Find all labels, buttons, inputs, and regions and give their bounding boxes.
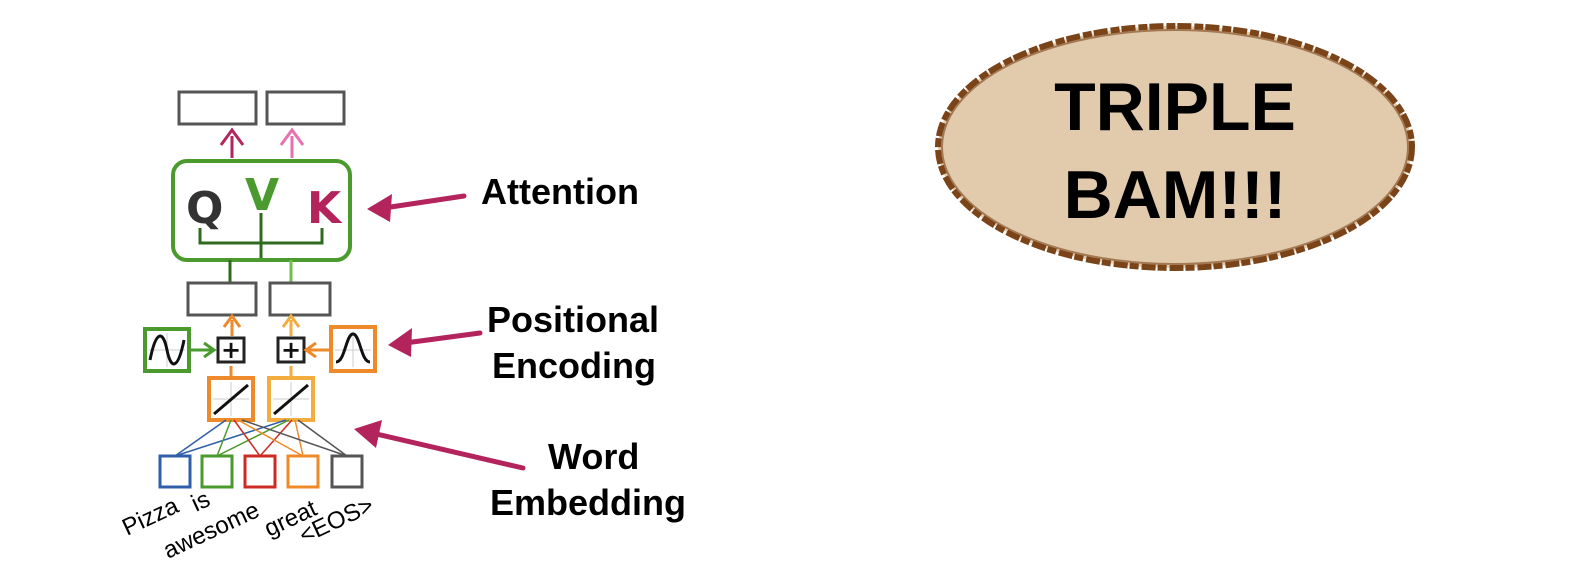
pointer-arrow-icon [367,193,467,222]
word-label-is: is [187,486,214,518]
output-box-1 [177,90,258,126]
word-input-box-eos [330,454,364,489]
triple-bam-line2: BAM!!! [1064,157,1287,233]
value-letter: V [245,170,279,221]
encoded-box-2 [268,281,332,317]
plus-icon: + [276,336,306,364]
plus-icon: + [216,336,246,364]
pointer-arrow-icon [388,328,483,357]
plus-to-encoded-arrow-2 [281,313,301,336]
linear-activation-icon [267,376,315,422]
svg-text:+: + [281,336,301,364]
output-box-2 [265,90,346,126]
query-letter: Q [186,183,223,234]
attention-output-arrow-2 [279,127,305,158]
word-embedding-label-line2: Embedding [490,482,686,523]
attention-block [171,159,352,262]
plus-to-encoded-arrow-1 [222,313,242,336]
pointer-arrow-icon [354,420,526,471]
positional-encoding-label-line1: Positional [487,299,659,340]
attention-label: Attention [481,171,639,212]
word-input-box-awesome [243,454,277,489]
sine-wave-icon [143,327,191,373]
triple-bam-badge: TRIPLE BAM!!! [935,23,1415,271]
word-input-box-is [200,454,234,489]
attention-output-arrow-1 [219,127,245,158]
embedding-connections [174,419,348,457]
word-input-box-pizza [158,454,192,489]
attention-connector [198,213,324,258]
positional-encoding-label-line2: Encoding [492,345,656,386]
cosine-to-plus-arrow [303,341,331,359]
key-letter: K [307,183,343,234]
triple-bam-line1: TRIPLE [1054,69,1296,145]
sine-to-plus-arrow [189,341,217,359]
linear-activation-icon [207,376,255,422]
svg-text:+: + [221,336,241,364]
word-input-box-great [286,454,320,489]
bell-curve-icon [329,325,377,373]
encoded-box-1 [186,281,258,317]
word-embedding-label-line1: Word [548,436,639,477]
